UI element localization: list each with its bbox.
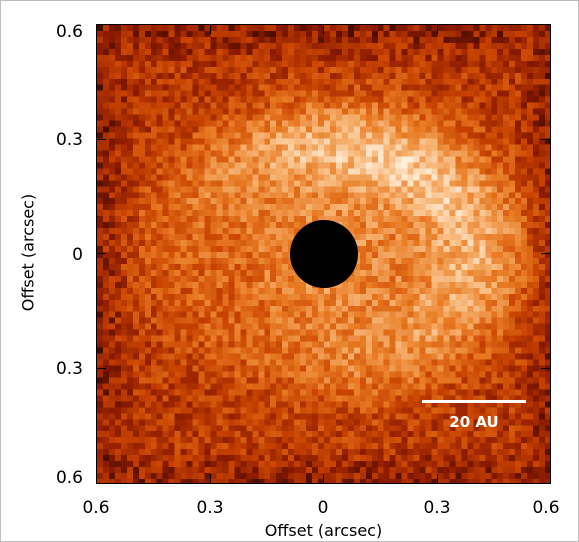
x-tick-label: 0.3 — [196, 498, 224, 518]
y-tick-label: 0.6 — [55, 468, 83, 488]
disk-image-panel: 20 AU — [96, 24, 551, 484]
y-tick-label: 0.3 — [55, 130, 83, 150]
y-tick — [96, 139, 106, 140]
y-tick — [96, 253, 106, 254]
scale-bar — [422, 400, 526, 403]
x-tick-label: 0.3 — [423, 498, 451, 518]
x-tick — [210, 24, 211, 34]
x-tick — [210, 474, 211, 484]
y-tick — [541, 139, 551, 140]
y-tick-label: 0.3 — [55, 359, 83, 379]
coronagraph-mask — [290, 220, 358, 288]
y-tick-label: 0.6 — [55, 22, 83, 42]
x-tick-label: 0.6 — [532, 498, 560, 518]
y-tick — [541, 253, 551, 254]
x-tick-label: 0.6 — [82, 498, 110, 518]
y-tick — [541, 368, 551, 369]
x-axis-label: Offset (arcsec) — [264, 521, 383, 540]
x-tick — [437, 474, 438, 484]
x-tick — [437, 24, 438, 34]
y-tick-label: 0 — [72, 245, 83, 265]
x-tick-label: 0 — [317, 498, 329, 518]
x-tick — [323, 474, 324, 484]
scale-bar-label: 20 AU — [449, 413, 499, 431]
y-tick — [96, 368, 106, 369]
x-tick — [323, 24, 324, 34]
y-axis-label: Offset (arcsec) — [18, 193, 38, 312]
